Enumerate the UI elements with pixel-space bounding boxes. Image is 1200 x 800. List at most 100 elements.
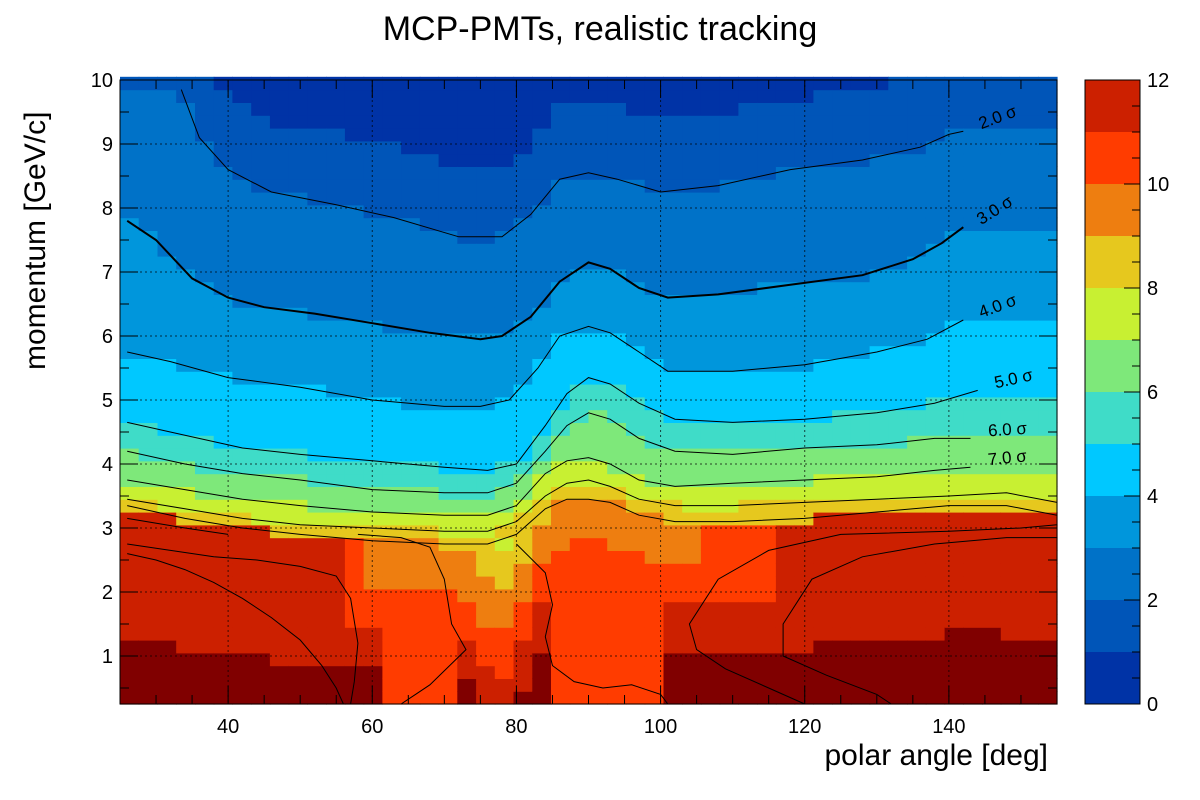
- contour-label: 6.0 σ: [987, 419, 1028, 441]
- heat-cell: [232, 153, 252, 167]
- heat-cell: [494, 204, 515, 219]
- heat-cell: [269, 691, 290, 705]
- heat-cell: [513, 332, 533, 347]
- heat-cell: [457, 268, 477, 283]
- heat-cell: [213, 140, 233, 155]
- heat-cell: [569, 627, 590, 641]
- heat-cell: [363, 332, 383, 347]
- heat-cell: [888, 691, 908, 705]
- heat-cell: [532, 192, 552, 206]
- heat-cell: [494, 499, 515, 513]
- heat-cell: [607, 268, 627, 283]
- heat-cell: [176, 422, 196, 436]
- center-left-orange-contour: [357, 533, 467, 705]
- heat-cell: [419, 396, 440, 411]
- color-band: [1085, 236, 1140, 288]
- heat-cell: [757, 384, 777, 398]
- heat-cell: [1000, 512, 1021, 526]
- heat-cell: [813, 179, 833, 193]
- heat-cell: [925, 678, 946, 692]
- heat-cell: [232, 614, 252, 628]
- heat-cell: [907, 409, 927, 423]
- heat-cell: [963, 473, 983, 487]
- heat-cell: [344, 665, 365, 679]
- heat-cell: [176, 89, 196, 103]
- heat-cell: [682, 320, 702, 334]
- heat-cell: [626, 345, 646, 359]
- heat-cell: [757, 371, 777, 385]
- heat-cell: [607, 217, 627, 231]
- heat-cell: [232, 102, 252, 116]
- color-tick-label: 4: [1147, 486, 1158, 508]
- heat-cell: [382, 601, 402, 615]
- heat-cell: [850, 409, 871, 423]
- heat-cell: [850, 128, 871, 142]
- heat-cell: [850, 588, 871, 603]
- heat-cell: [813, 384, 833, 398]
- heat-cell: [551, 345, 571, 359]
- heat-cell: [626, 537, 646, 551]
- heat-cell: [532, 473, 552, 487]
- heat-cell: [1000, 422, 1021, 436]
- heat-cell: [513, 409, 533, 423]
- heat-cell: [963, 448, 983, 462]
- heat-cell: [195, 204, 215, 219]
- heat-cell: [775, 140, 796, 155]
- heat-cell: [700, 217, 721, 231]
- heat-cell: [644, 396, 664, 411]
- heat-cell: [813, 89, 833, 103]
- heat-cell: [269, 396, 290, 411]
- heat-cell: [307, 435, 327, 449]
- heat-cell: [195, 307, 215, 321]
- heat-cell: [794, 192, 814, 206]
- heat-cell: [232, 409, 252, 423]
- heat-cell: [626, 243, 646, 257]
- heat-cell: [850, 691, 871, 705]
- heat-cell: [775, 563, 796, 577]
- heat-cell: [682, 192, 702, 206]
- heat-cell: [626, 153, 646, 167]
- heat-cell: [213, 396, 233, 411]
- heat-cell: [588, 627, 608, 641]
- heat-cell: [120, 89, 140, 103]
- heat-cell: [419, 102, 440, 116]
- heat-cell: [813, 358, 833, 372]
- heat-cell: [588, 537, 608, 551]
- heat-cell: [813, 371, 833, 385]
- heat-cell: [813, 640, 833, 654]
- heat-cell: [925, 652, 946, 667]
- heat-cell: [363, 243, 383, 257]
- heat-cell: [700, 537, 721, 551]
- heat-cell: [532, 422, 552, 436]
- heat-cell: [138, 588, 158, 603]
- heat-cell: [832, 294, 852, 308]
- heat-cell: [401, 473, 421, 487]
- heat-cell: [326, 652, 346, 667]
- heat-cell: [457, 128, 477, 142]
- y-tick-label: 7: [102, 262, 113, 284]
- heat-cell: [551, 307, 571, 321]
- heat-cell: [419, 691, 440, 705]
- heat-cell: [757, 588, 777, 603]
- heat-cell: [382, 691, 402, 705]
- heat-cell: [513, 128, 533, 142]
- heat-cell: [494, 665, 515, 679]
- heat-cell: [832, 563, 852, 577]
- heat-cell: [344, 128, 365, 142]
- heat-cell: [213, 179, 233, 193]
- heat-cell: [963, 345, 983, 359]
- heat-cell: [626, 115, 646, 129]
- heat-cell: [888, 76, 908, 91]
- heat-cell: [794, 627, 814, 641]
- heat-cell: [738, 435, 758, 449]
- heat-cell: [382, 358, 402, 372]
- heat-cell: [626, 435, 646, 449]
- heat-cell: [326, 115, 346, 129]
- heat-cell: [663, 576, 683, 590]
- heat-cell: [719, 422, 739, 436]
- heat-cell: [401, 256, 421, 270]
- heat-cell: [157, 332, 177, 347]
- heat-cell: [738, 422, 758, 436]
- heat-cell: [120, 691, 140, 705]
- heat-cell: [775, 678, 796, 692]
